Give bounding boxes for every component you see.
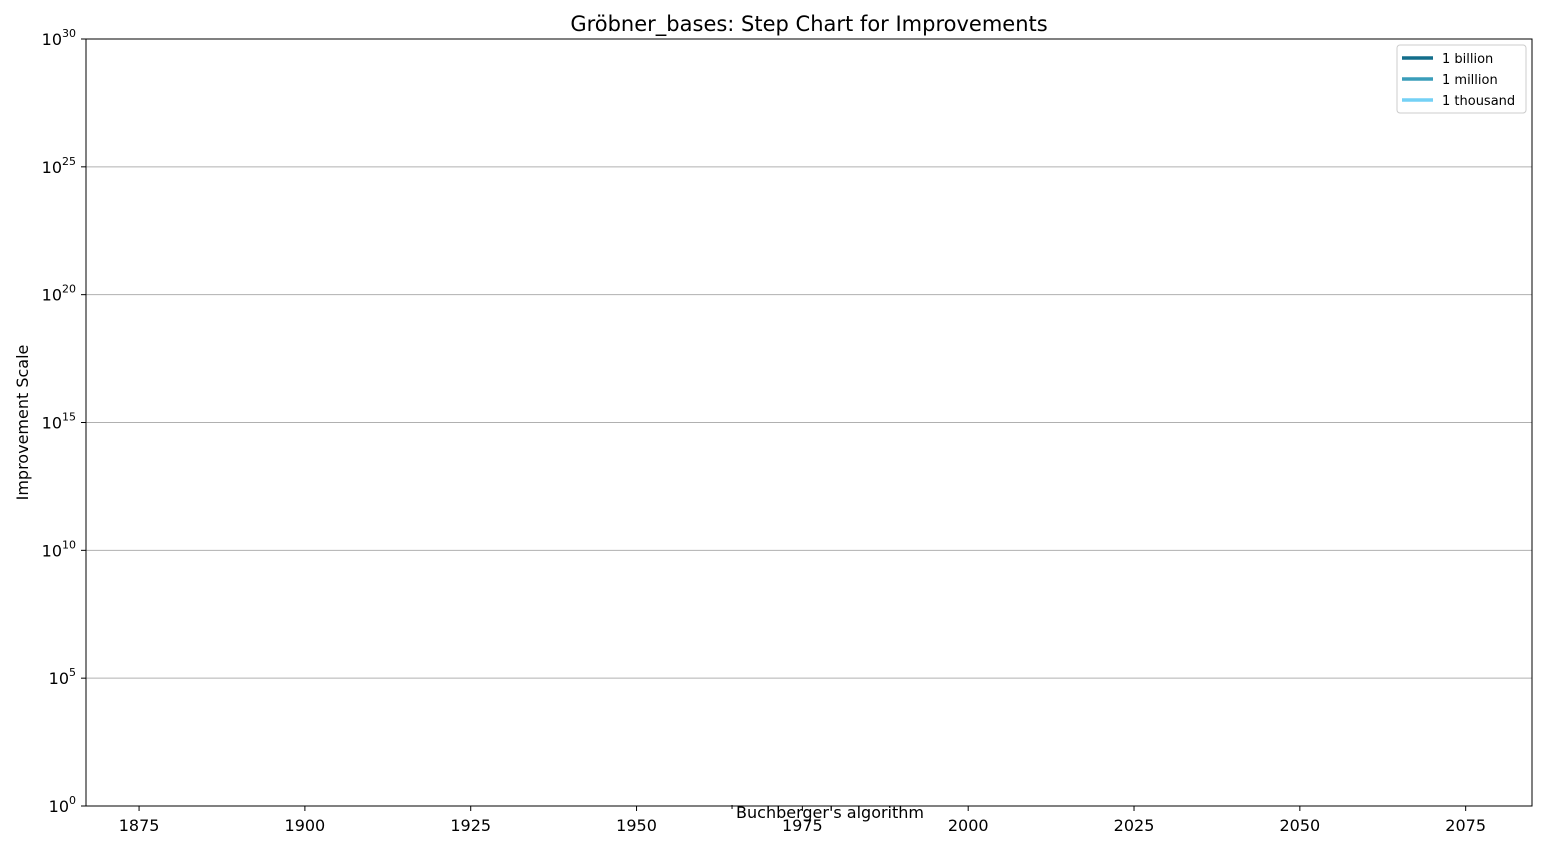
y-tick-exponent: 10 [62, 538, 76, 551]
y-tick-label: 1020 [42, 283, 76, 305]
x-tick-label: 1950 [616, 816, 657, 835]
y-tick-label: 1025 [42, 155, 76, 177]
y-tick-label: 1010 [42, 538, 76, 560]
y-tick-exponent: 30 [62, 27, 76, 40]
y-tick-base: 10 [49, 669, 69, 688]
y-tick-base: 10 [42, 30, 62, 49]
x-tick-label: 2050 [1279, 816, 1320, 835]
x-tick-label: 2000 [948, 816, 989, 835]
y-tick-base: 10 [42, 286, 62, 305]
y-tick-base: 10 [42, 541, 62, 560]
y-tick-label: 100 [49, 794, 76, 816]
y-tick-base: 10 [49, 797, 69, 816]
y-tick-exponent: 5 [69, 666, 76, 679]
x-tick-label: 1875 [119, 816, 160, 835]
y-tick-label: 1030 [42, 27, 76, 49]
x-tick-label: 1975 [782, 816, 823, 835]
x-axis: 1875 1900 1925 1950 1975 2000 2025 2050 2075 [119, 806, 1486, 835]
chart-title: Gröbner_bases: Step Chart for Improvemen… [570, 12, 1047, 37]
annotations: Buchberger's algorithm [731, 803, 924, 822]
y-tick-exponent: 15 [62, 411, 76, 424]
legend-entry: 1 billion [1442, 52, 1493, 67]
y-tick-exponent: 0 [69, 794, 76, 807]
legend-box [1396, 44, 1527, 114]
x-tick-label: 2075 [1445, 816, 1486, 835]
annotation-label: Buchberger's algorithm [736, 803, 924, 822]
y-tick-base: 10 [42, 158, 62, 177]
y-tick-label: 105 [49, 666, 76, 688]
y-tick-exponent: 25 [62, 155, 76, 168]
y-tick-base: 10 [42, 414, 62, 433]
legend-entry: 1 million [1442, 73, 1498, 88]
x-tick-label: 2025 [1114, 816, 1155, 835]
y-tick-label: 1015 [42, 411, 76, 433]
grid [86, 38, 1532, 807]
y-axis-label: Improvement Scale [13, 345, 32, 501]
legend: 1 billion 1 million 1 thousand [1396, 44, 1527, 114]
y-tick-exponent: 20 [62, 283, 76, 296]
legend-entry: 1 thousand [1442, 94, 1515, 109]
x-tick-label: 1925 [450, 816, 491, 835]
x-tick-label: 1900 [285, 816, 326, 835]
